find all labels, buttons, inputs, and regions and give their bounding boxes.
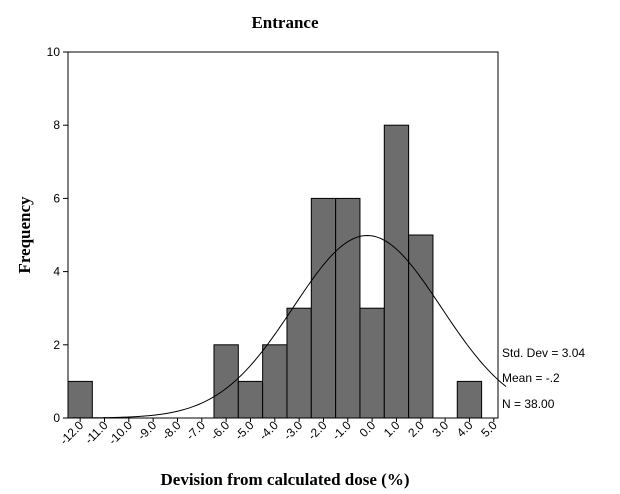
histogram-bar bbox=[383, 124, 410, 419]
histogram-bar bbox=[286, 307, 312, 419]
x-tick-label: 2.0 bbox=[405, 418, 427, 440]
histogram-bar bbox=[67, 380, 93, 419]
std-dev-label: Std. Dev = 3.04 bbox=[502, 346, 585, 360]
y-tick-label: 2 bbox=[53, 338, 60, 352]
y-tick-label: 10 bbox=[47, 45, 61, 59]
chart-title: Entrance bbox=[251, 13, 319, 32]
x-axis-label: Devision from calculated dose (%) bbox=[161, 470, 410, 489]
mean-label: Mean = -.2 bbox=[502, 371, 560, 385]
y-tick-label: 0 bbox=[53, 411, 60, 425]
x-tick-label: -2.0 bbox=[305, 418, 330, 443]
x-axis-ticks: -12.0-11.0-10.0 -9.0 -8.0 -7.0 -6.0 -5.0 -4.0-… bbox=[57, 418, 500, 447]
x-tick-label: 4.0 bbox=[454, 418, 476, 440]
histogram-bar bbox=[310, 197, 337, 419]
histogram-bar bbox=[262, 344, 288, 419]
y-tick-label: 8 bbox=[53, 118, 60, 132]
normal-curve bbox=[67, 234, 507, 419]
y-axis-ticks: 0 2 4 6 8 10 bbox=[47, 45, 68, 425]
y-axis-label: Frequency bbox=[15, 196, 34, 274]
x-tick-label: -3.0 bbox=[281, 418, 306, 443]
x-tick-label: 0.0 bbox=[357, 418, 379, 440]
histogram-bar bbox=[237, 380, 264, 419]
x-tick-label: -12.0 bbox=[57, 418, 86, 447]
histogram-bar bbox=[335, 197, 361, 419]
x-tick-label: -11.0 bbox=[82, 418, 111, 447]
x-tick-label: -6.0 bbox=[208, 418, 233, 443]
histogram-bar bbox=[456, 380, 483, 419]
n-label: N = 38.00 bbox=[502, 397, 555, 411]
x-tick-label: 5.0 bbox=[478, 418, 500, 440]
x-tick-label: -8.0 bbox=[159, 418, 184, 443]
x-tick-label: -1.0 bbox=[329, 418, 354, 443]
bar-group bbox=[67, 124, 483, 419]
y-tick-label: 4 bbox=[53, 265, 60, 279]
x-tick-label: -5.0 bbox=[232, 418, 257, 443]
x-tick-label: 3.0 bbox=[430, 418, 452, 440]
x-tick-label: -4.0 bbox=[256, 418, 281, 443]
x-tick-label: 1.0 bbox=[381, 418, 403, 440]
histogram-bar bbox=[408, 234, 434, 419]
x-tick-label: -10.0 bbox=[106, 418, 135, 447]
x-tick-label: -7.0 bbox=[183, 418, 208, 443]
y-tick-label: 6 bbox=[53, 191, 60, 205]
histogram-bar bbox=[359, 307, 385, 419]
x-tick-label: -9.0 bbox=[135, 418, 160, 443]
